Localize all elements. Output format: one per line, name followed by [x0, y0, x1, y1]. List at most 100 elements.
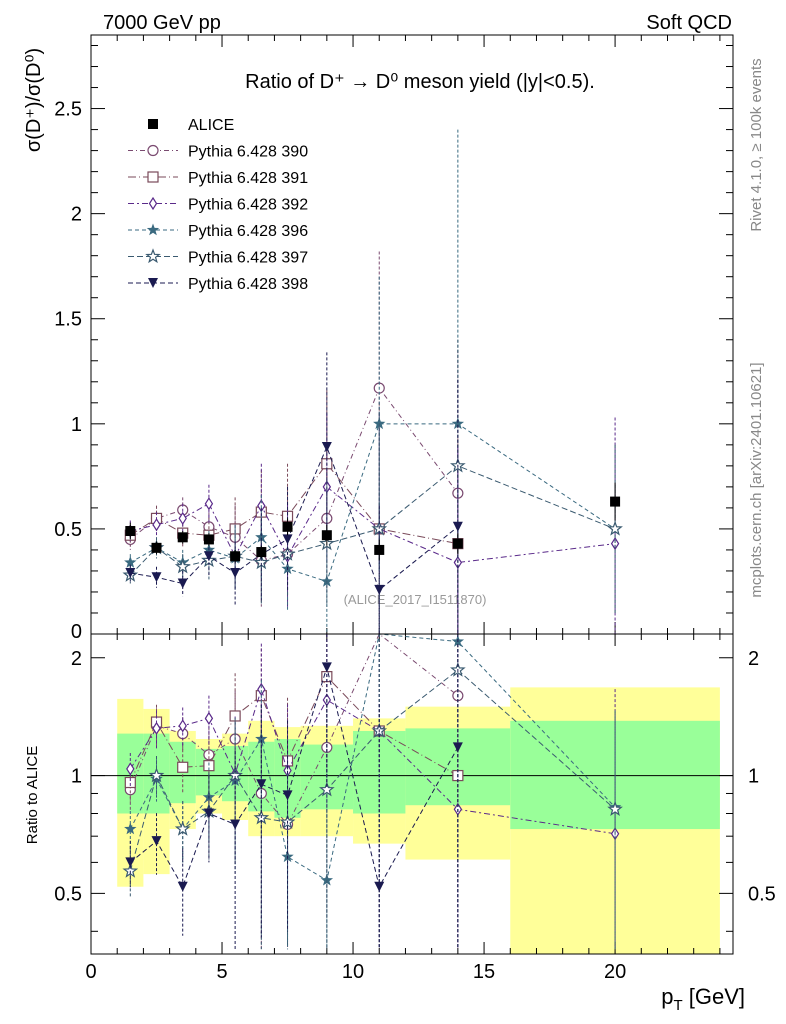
- legend-marker: [148, 119, 158, 129]
- y-tick-label-top: 2: [71, 204, 82, 226]
- legend-label: Pythia 6.428 392: [188, 197, 308, 214]
- y-tick-label-top: 0.5: [54, 519, 82, 541]
- data-point-ratio: [320, 873, 334, 886]
- data-point-ratio: [177, 881, 188, 892]
- x-axis-label: pT [GeV]: [661, 984, 745, 1014]
- data-point: [178, 511, 187, 526]
- series-line-pythia-6-428-396: [130, 423, 616, 583]
- data-point-ratio: [122, 862, 139, 878]
- top-series-group: [122, 129, 623, 634]
- legend-marker: [147, 171, 159, 183]
- data-point: [203, 534, 214, 545]
- data-point: [177, 578, 188, 589]
- data-point: [451, 417, 465, 430]
- header-left: 7000 GeV pp: [103, 12, 221, 34]
- x-tick-label: 15: [473, 961, 495, 983]
- legend-marker: [145, 248, 161, 264]
- legend-item-pythia-6-428-396: Pythia 6.428 396: [128, 223, 308, 240]
- data-point: [152, 518, 161, 532]
- bottom-series-group: [122, 633, 623, 950]
- data-point: [610, 496, 621, 507]
- x-tick-label: 5: [216, 961, 227, 983]
- data-point: [124, 556, 137, 568]
- data-point: [125, 526, 136, 537]
- data-point-ratio: [607, 801, 623, 816]
- data-point-ratio: [152, 721, 161, 735]
- data-point-ratio: [203, 808, 214, 819]
- data-point: [282, 521, 293, 532]
- data-point-ratio: [204, 711, 214, 725]
- data-point: [151, 542, 162, 553]
- data-point: [373, 417, 386, 430]
- data-point-ratio: [177, 761, 189, 773]
- y-tick-label-bottom-right: 2: [748, 648, 759, 670]
- data-point: [321, 441, 332, 452]
- legend-item-alice: ALICE: [148, 117, 234, 134]
- data-point-ratio: [203, 749, 215, 761]
- data-point-ratio: [178, 719, 187, 733]
- series-line-pythia-6-428-392: [130, 486, 616, 564]
- series-top-pythia-6-428-398: [125, 352, 463, 634]
- side-text-mcplots: mcplots.cern.ch [arXiv:2401.10621]: [748, 362, 765, 597]
- data-point-ratio: [374, 881, 385, 892]
- data-point-ratio: [126, 762, 135, 776]
- series-line-ratio-pythia-6-428-398: [129, 665, 459, 889]
- data-point: [230, 568, 241, 579]
- legend-label: Pythia 6.428 397: [188, 250, 308, 267]
- data-point-ratio: [321, 662, 332, 673]
- data-point-ratio: [256, 779, 267, 790]
- data-point: [177, 532, 188, 543]
- series-line-pythia-6-428-391: [130, 462, 458, 545]
- data-point: [203, 551, 214, 562]
- legend-marker: [147, 144, 159, 157]
- series-bottom-pythia-6-428-398: [125, 634, 463, 950]
- legend: ALICE Pythia 6.428 390 Pythia 6.428 391 Pyt…: [128, 117, 308, 293]
- data-point-ratio: [174, 820, 191, 836]
- data-point: [204, 497, 214, 511]
- data-point-ratio: [148, 767, 165, 783]
- side-text-rivet: Rivet 4.1.0, ≥ 100k events: [748, 58, 765, 231]
- data-point-ratio: [230, 819, 241, 830]
- series-line-pythia-6-428-398: [130, 445, 459, 591]
- x-tick-label: 20: [604, 961, 626, 983]
- y-tick-label-bottom: 2: [71, 648, 82, 670]
- watermark-text: (ALICE_2017_I1511870): [344, 592, 487, 607]
- x-tick-label: 10: [342, 961, 364, 983]
- data-point-ratio: [125, 857, 136, 868]
- series-line-ratio-pythia-6-428-392: [129, 687, 616, 835]
- data-point-ratio: [229, 710, 241, 722]
- legend-label: Pythia 6.428 396: [188, 223, 308, 240]
- data-point: [374, 544, 385, 555]
- data-point: [151, 572, 162, 583]
- data-point: [607, 520, 623, 536]
- data-point: [174, 558, 191, 574]
- legend-item-pythia-6-428-391: Pythia 6.428 391: [128, 170, 308, 187]
- legend-label: Pythia 6.428 391: [188, 170, 308, 187]
- chart-title: Ratio of D⁺ → D⁰ meson yield (|y|<0.5).: [245, 71, 595, 93]
- y-tick-label-top: 0: [71, 621, 82, 643]
- data-point-ratio: [282, 790, 293, 801]
- legend-item-pythia-6-428-390: Pythia 6.428 390: [128, 144, 308, 161]
- legend-marker: [148, 196, 158, 211]
- data-point: [452, 521, 463, 532]
- y-axis-label-bottom: Ratio to ALICE: [24, 746, 41, 844]
- y-tick-label-bottom: 0.5: [54, 883, 82, 905]
- data-point: [452, 538, 463, 549]
- data-point: [282, 534, 293, 545]
- data-point-ratio: [318, 781, 335, 797]
- legend-item-pythia-6-428-398: Pythia 6.428 398: [128, 276, 308, 293]
- series-top-pythia-6-428-390: [124, 251, 464, 634]
- bottom-frame: [90, 633, 734, 955]
- data-point-ratio: [452, 742, 463, 753]
- header-right: Soft QCD: [646, 12, 732, 34]
- data-point-ratio: [257, 682, 266, 697]
- legend-label: ALICE: [188, 117, 234, 134]
- series-line-ratio-pythia-6-428-390: [129, 633, 459, 826]
- legend-item-pythia-6-428-397: Pythia 6.428 397: [128, 248, 308, 267]
- data-point: [230, 551, 241, 562]
- legend-item-pythia-6-428-392: Pythia 6.428 392: [128, 197, 308, 214]
- y-tick-label-top: 1: [71, 414, 82, 436]
- data-point-ratio: [203, 760, 215, 772]
- bottom-axes: 0 5 10 15 20 0.5 0.5 1 1 2 2: [54, 648, 776, 983]
